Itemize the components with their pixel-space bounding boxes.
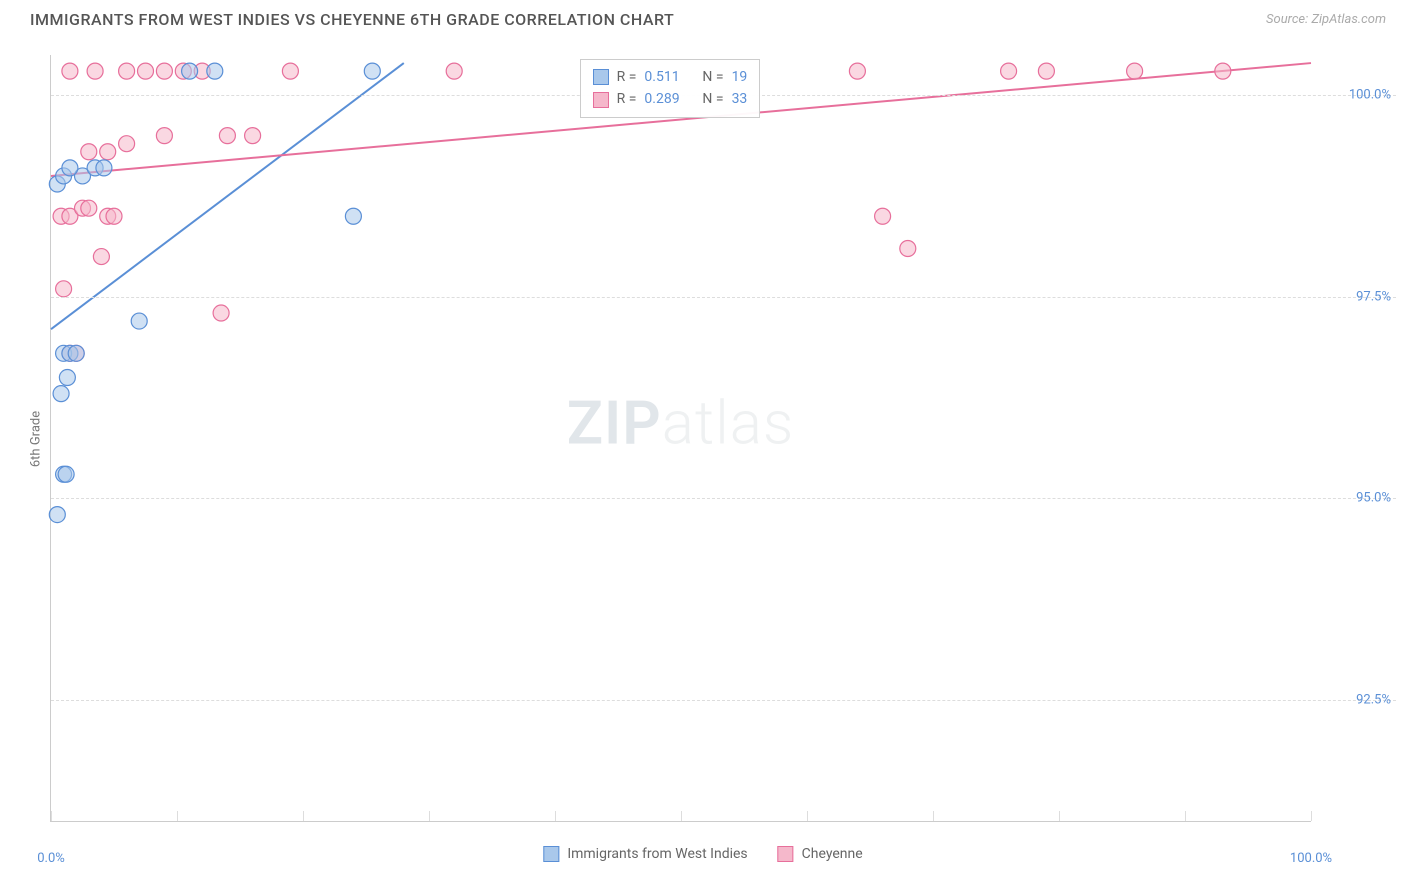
stats-row: R = 0.511 N = 19 [593, 66, 748, 88]
scatter-point [345, 208, 361, 224]
scatter-point [62, 160, 78, 176]
scatter-point [49, 507, 65, 523]
scatter-point [282, 63, 298, 79]
x-tick-mark [681, 811, 682, 821]
gridline-horizontal [51, 498, 1396, 499]
legend-label-series2: Cheyenne [802, 846, 863, 862]
x-tick-mark [1185, 811, 1186, 821]
chart-container: 92.5%95.0%97.5%100.0%0.0%100.0% 6th Grad… [50, 55, 1311, 822]
scatter-point [900, 241, 916, 257]
y-tick-label: 95.0% [1321, 491, 1391, 506]
legend-swatch-blue [543, 846, 559, 862]
scatter-point [87, 63, 103, 79]
scatter-point [59, 370, 75, 386]
scatter-point [138, 63, 154, 79]
scatter-point [119, 136, 135, 152]
scatter-point [62, 63, 78, 79]
legend-item-series2: Cheyenne [778, 846, 863, 862]
scatter-point [219, 128, 235, 144]
stats-r-label: R = [617, 66, 637, 88]
y-axis-label: 6th Grade [29, 410, 44, 466]
scatter-point [81, 200, 97, 216]
scatter-point [245, 128, 261, 144]
trend-line [51, 63, 404, 329]
x-tick-mark [51, 811, 52, 821]
scatter-point [1001, 63, 1017, 79]
scatter-point [68, 345, 84, 361]
stats-r-label: R = [617, 88, 637, 110]
x-tick-mark [303, 811, 304, 821]
scatter-point [1215, 63, 1231, 79]
legend-item-series1: Immigrants from West Indies [543, 846, 747, 862]
stats-n-label: N = [702, 88, 723, 110]
scatter-point [93, 249, 109, 265]
y-tick-label: 100.0% [1321, 88, 1391, 103]
source-attribution: Source: ZipAtlas.com [1266, 12, 1386, 27]
scatter-point [119, 63, 135, 79]
scatter-plot-svg [51, 55, 1311, 821]
stats-row: R = 0.289 N = 33 [593, 88, 748, 110]
correlation-stats-box: R = 0.511 N = 19 R = 0.289 N = 33 [580, 59, 761, 118]
x-tick-mark [1059, 811, 1060, 821]
x-tick-label: 0.0% [37, 851, 65, 866]
x-tick-mark [807, 811, 808, 821]
scatter-point [96, 160, 112, 176]
x-tick-mark [429, 811, 430, 821]
stats-n-label: N = [702, 66, 723, 88]
gridline-horizontal [51, 297, 1396, 298]
scatter-point [1127, 63, 1143, 79]
scatter-point [213, 305, 229, 321]
stats-swatch [593, 92, 609, 108]
plot-area: 92.5%95.0%97.5%100.0%0.0%100.0% [50, 55, 1311, 822]
scatter-point [207, 63, 223, 79]
bottom-legend: Immigrants from West Indies Cheyenne [543, 846, 862, 862]
scatter-point [58, 466, 74, 482]
scatter-point [1038, 63, 1054, 79]
stats-swatch [593, 69, 609, 85]
x-tick-mark [555, 811, 556, 821]
scatter-point [131, 313, 147, 329]
legend-swatch-pink [778, 846, 794, 862]
y-tick-label: 97.5% [1321, 289, 1391, 304]
stats-n-value: 33 [732, 88, 748, 110]
legend-label-series1: Immigrants from West Indies [567, 846, 747, 862]
chart-title: IMMIGRANTS FROM WEST INDIES VS CHEYENNE … [30, 10, 674, 29]
stats-n-value: 19 [732, 66, 748, 88]
header-bar: IMMIGRANTS FROM WEST INDIES VS CHEYENNE … [0, 0, 1406, 39]
scatter-point [156, 63, 172, 79]
y-tick-label: 92.5% [1321, 693, 1391, 708]
x-tick-label: 100.0% [1290, 851, 1332, 866]
scatter-point [56, 281, 72, 297]
scatter-point [182, 63, 198, 79]
stats-r-value: 0.289 [644, 88, 694, 110]
scatter-point [446, 63, 462, 79]
scatter-point [849, 63, 865, 79]
scatter-point [81, 144, 97, 160]
scatter-point [106, 208, 122, 224]
scatter-point [100, 144, 116, 160]
gridline-horizontal [51, 700, 1396, 701]
scatter-point [875, 208, 891, 224]
scatter-point [364, 63, 380, 79]
scatter-point [53, 386, 69, 402]
stats-r-value: 0.511 [644, 66, 694, 88]
x-tick-mark [177, 811, 178, 821]
scatter-point [156, 128, 172, 144]
x-tick-mark [1311, 811, 1312, 821]
x-tick-mark [933, 811, 934, 821]
